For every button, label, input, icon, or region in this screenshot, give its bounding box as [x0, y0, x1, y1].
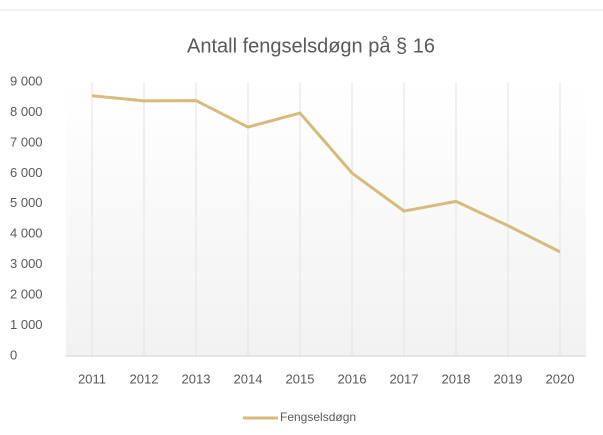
chart-title: Antall fengselsdøgn på § 16: [187, 35, 435, 57]
x-tick-label: 2020: [546, 371, 575, 386]
y-tick-label: 5 000: [10, 195, 43, 210]
y-tick-label: 8 000: [10, 104, 43, 119]
x-tick-label: 2019: [494, 371, 523, 386]
x-tick-label: 2012: [130, 371, 159, 386]
x-tick-label: 2018: [442, 371, 471, 386]
line: [91, 94, 561, 254]
y-tick-label: 3 000: [10, 256, 43, 271]
x-tick-label: 2015: [286, 371, 315, 386]
y-tick-label: 7 000: [10, 134, 43, 149]
x-tick-label: 2016: [338, 371, 367, 386]
plot-area: [66, 82, 586, 356]
y-tick-label: 4 000: [10, 226, 43, 241]
y-tick-label: 2 000: [10, 287, 43, 302]
y-tick-label: 9 000: [10, 73, 43, 88]
x-tick-label: 2011: [78, 371, 106, 386]
y-tick-label: 6 000: [10, 165, 43, 180]
y-tick-label: 0: [10, 347, 17, 362]
y-tick-label: 1 000: [10, 317, 43, 332]
x-tick-label: 2014: [234, 371, 263, 386]
legend-label: Fengselsdøgn: [280, 410, 356, 424]
x-tick-label: 2013: [182, 371, 211, 386]
x-tick-label: 2017: [390, 371, 419, 386]
